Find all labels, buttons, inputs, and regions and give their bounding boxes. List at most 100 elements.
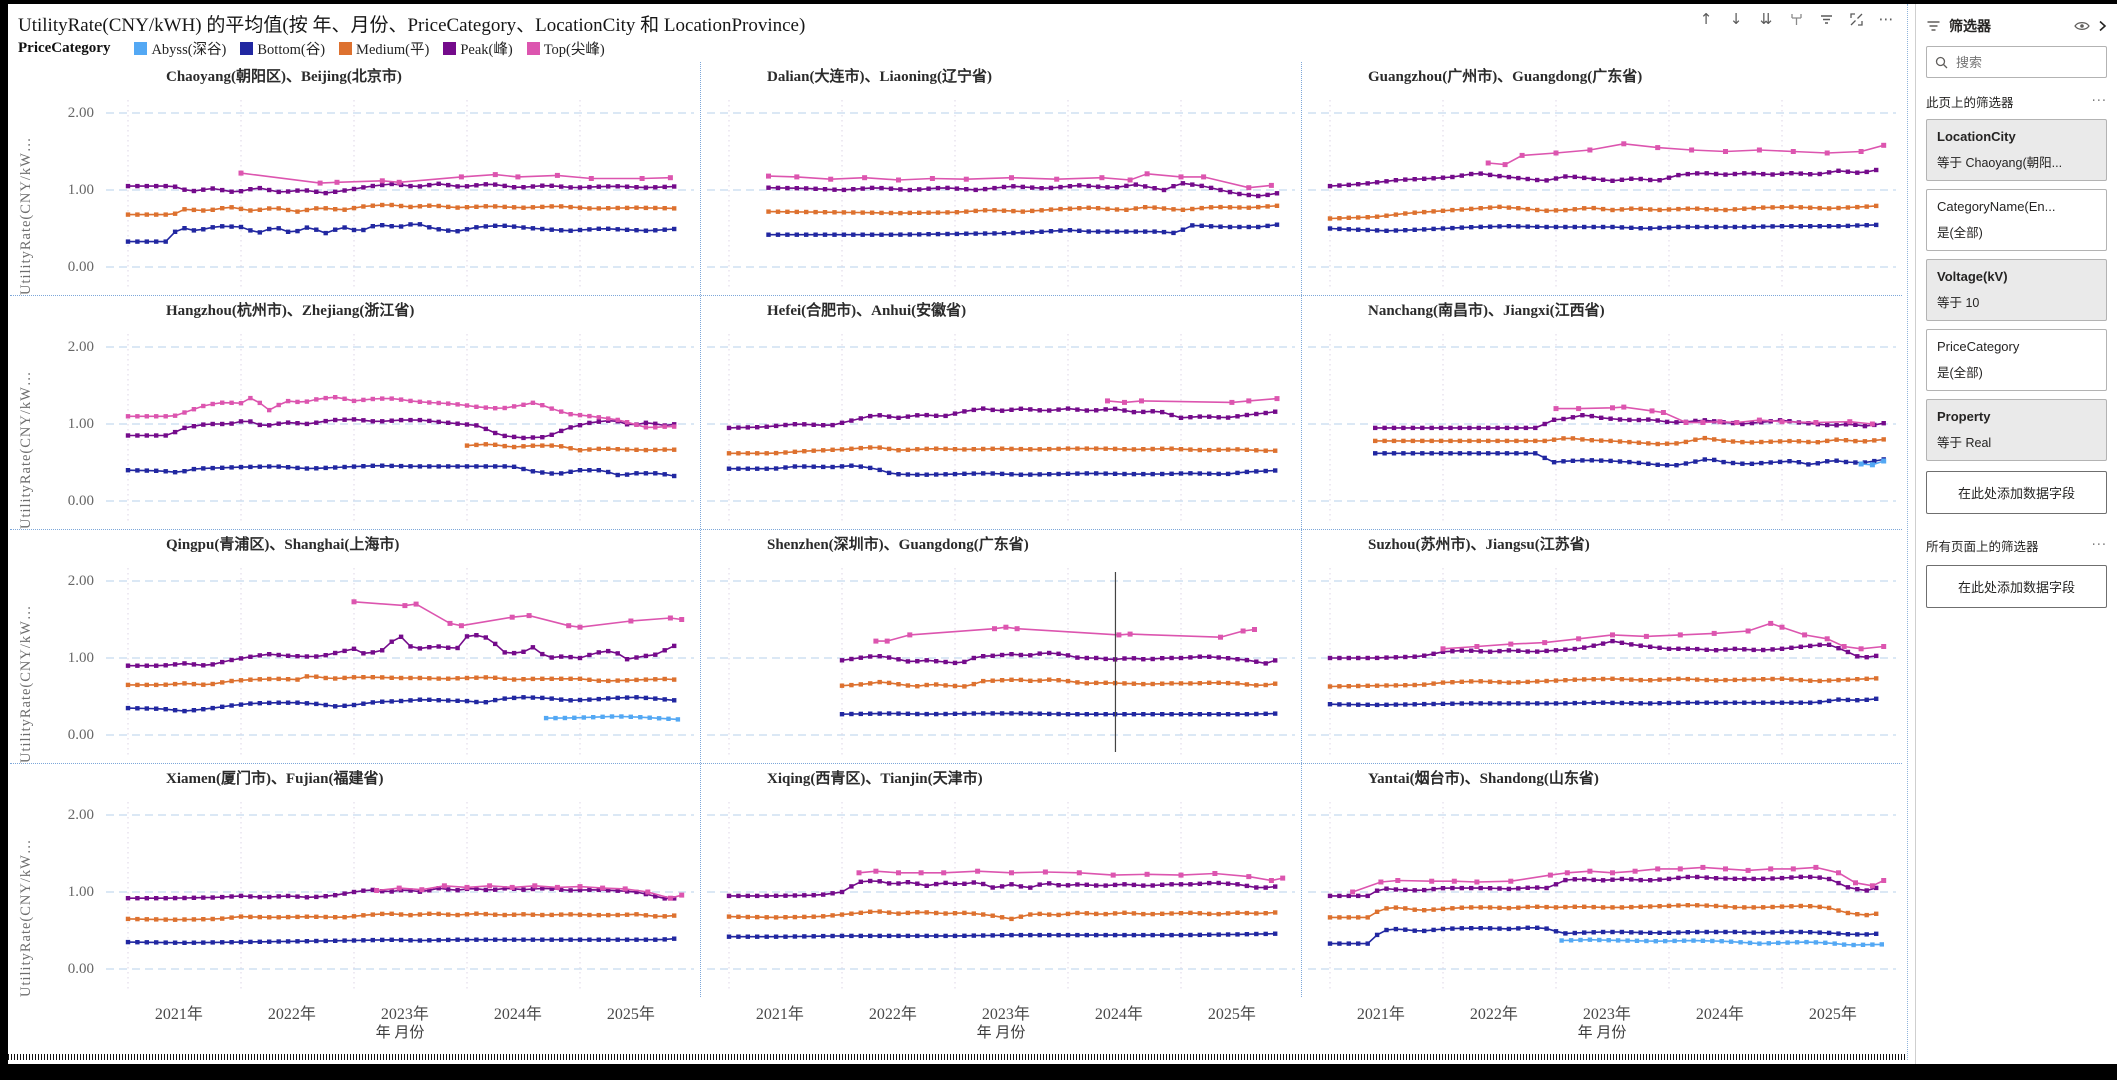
focus-mode-icon[interactable] [1846, 9, 1866, 29]
line-chart-plot[interactable] [1302, 90, 1902, 295]
small-multiple-panel[interactable]: Xiamen(厦门市)、Fujian(福建省) [100, 764, 700, 997]
x-axis-row: 2021年 2022年 2023年 2024年 2025年年 月份 2021年 2022年 2… [10, 997, 1902, 1041]
filter-search-input[interactable] [1954, 53, 2098, 71]
legend-item-top[interactable]: Top(尖峰) [526, 38, 605, 59]
add-data-fields-drop-zone[interactable]: 在此处添加数据字段 [1926, 471, 2107, 514]
line-chart-visual[interactable]: UtilityRate(CNY/kWH) 的平均值(按 年、月份、PriceCa… [8, 4, 1908, 1060]
small-multiple-panel[interactable]: Qingpu(青浦区)、Shanghai(上海市) [100, 530, 700, 763]
panel-title: Chaoyang(朝阳区)、Beijing(北京市) [166, 69, 402, 85]
legend-item-medium[interactable]: Medium(平) [339, 38, 429, 59]
y-axis-gutter: UtilityRate(CNY/kW… 2.00 1.00 0.00 [10, 62, 100, 295]
panel-title: Guangzhou(广州市)、Guangdong(广东省) [1368, 69, 1643, 85]
x-tick-label: 2025年 [1207, 1006, 1256, 1023]
powerbi-app: UtilityRate(CNY/kWH) 的平均值(按 年、月份、PriceCa… [8, 4, 2117, 1064]
small-multiple-panel[interactable]: Nanchang(南昌市)、Jiangxi(江西省) [1301, 296, 1902, 529]
filters-icon[interactable] [1816, 9, 1836, 29]
small-multiple-panel[interactable]: Hefei(合肥市)、Anhui(安徽省) [700, 296, 1301, 529]
line-chart-plot[interactable] [100, 90, 700, 295]
filter-field-name: Voltage(kV) [1937, 269, 2008, 284]
panel-title: Xiamen(厦门市)、Fujian(福建省) [166, 771, 384, 787]
y-tick-label: 0.00 [67, 961, 94, 977]
y-tick-label: 1.00 [67, 884, 94, 900]
chart-row: UtilityRate(CNY/kW… 2.00 1.00 0.00 Hangzhou(… [10, 295, 1902, 529]
y-tick-label: 1.00 [67, 650, 94, 666]
y-tick-label: 2.00 [67, 105, 94, 121]
small-multiple-panel[interactable]: Dalian(大连市)、Liaoning(辽宁省) [700, 62, 1301, 295]
small-multiple-panel[interactable]: Guangzhou(广州市)、Guangdong(广东省) [1301, 62, 1902, 295]
page-filters-section-label: 此页上的筛选器 [1926, 96, 2014, 110]
chart-row: UtilityRate(CNY/kW… 2.00 1.00 0.00 Chaoyang(… [10, 62, 1902, 295]
visual-selection-border[interactable] [8, 1054, 1907, 1060]
x-tick-label: 2022年 [1469, 1006, 1518, 1023]
x-axis-title: 年 月份 [375, 1025, 425, 1041]
line-chart-plot[interactable] [701, 324, 1301, 529]
filter-condition: 等于 10 [1937, 296, 1980, 310]
panel-title: Hefei(合肥市)、Anhui(安徽省) [767, 303, 967, 319]
legend-swatch-icon [443, 42, 457, 55]
line-chart-plot[interactable] [100, 324, 700, 529]
x-tick-label: 2023年 [1582, 1006, 1631, 1023]
legend-item-label: Top(尖峰) [543, 42, 605, 58]
visual-header-toolbar: ↑ ↓ ⇊ ⋯ [1696, 9, 1896, 29]
y-axis-gutter: UtilityRate(CNY/kW… 2.00 1.00 0.00 [10, 764, 100, 997]
line-chart-plot[interactable] [100, 558, 700, 763]
small-multiple-panel[interactable]: Xiqing(西青区)、Tianjin(天津市) [700, 764, 1301, 997]
x-tick-label: 2021年 [1356, 1006, 1405, 1023]
x-axis-title: 年 月份 [976, 1025, 1026, 1041]
small-multiple-panel[interactable]: Yantai(烟台市)、Shandong(山东省) [1301, 764, 1902, 997]
collapse-pane-chevron-icon[interactable] [2098, 20, 2107, 32]
go-to-next-level-icon[interactable] [1786, 9, 1806, 29]
line-chart-plot[interactable] [701, 90, 1301, 295]
legend-swatch-icon [134, 42, 148, 55]
panel-title: Nanchang(南昌市)、Jiangxi(江西省) [1368, 303, 1605, 319]
line-chart-plot[interactable] [1302, 558, 1902, 763]
x-tick-label: 2024年 [493, 1006, 542, 1023]
filter-card-pricecategory[interactable]: PriceCategory 是(全部) [1926, 329, 2107, 391]
line-chart-plot[interactable] [1302, 324, 1902, 529]
section-more-options-icon[interactable]: ··· [2091, 94, 2107, 109]
add-data-fields-drop-zone-all-pages[interactable]: 在此处添加数据字段 [1926, 565, 2107, 608]
expand-all-down-icon[interactable]: ⇊ [1759, 10, 1773, 28]
y-axis-gutter: UtilityRate(CNY/kW… 2.00 1.00 0.00 [10, 530, 100, 763]
y-tick-label: 0.00 [67, 493, 94, 509]
more-options-icon[interactable]: ⋯ [1878, 10, 1894, 28]
legend-item-peak[interactable]: Peak(峰) [443, 38, 513, 59]
small-multiple-panel[interactable]: Suzhou(苏州市)、Jiangsu(江苏省) [1301, 530, 1902, 763]
line-chart-plot[interactable] [1302, 792, 1902, 997]
line-chart-plot[interactable] [701, 558, 1301, 763]
x-tick-label: 2024年 [1094, 1006, 1143, 1023]
chart-row: UtilityRate(CNY/kW… 2.00 1.00 0.00 Qingpu(青浦… [10, 529, 1902, 763]
y-axis-title: UtilityRate(CNY/kW… [18, 838, 34, 997]
legend-item-bottom[interactable]: Bottom(谷) [240, 38, 325, 59]
filter-card-locationcity[interactable]: LocationCity 等于 Chaoyang(朝阳... [1926, 119, 2107, 181]
small-multiple-panel[interactable]: Hangzhou(杭州市)、Zhejiang(浙江省) [100, 296, 700, 529]
filter-funnel-icon [1926, 20, 1941, 33]
panel-title: Hangzhou(杭州市)、Zhejiang(浙江省) [166, 303, 415, 319]
y-axis-gutter: UtilityRate(CNY/kW… 2.00 1.00 0.00 [10, 296, 100, 529]
y-tick-label: 1.00 [67, 182, 94, 198]
section-more-options-icon[interactable]: ··· [2091, 538, 2107, 553]
legend-item-label: Medium(平) [356, 42, 430, 58]
y-tick-label: 2.00 [67, 807, 94, 823]
filter-card-property[interactable]: Property 等于 Real [1926, 399, 2107, 461]
x-tick-label: 2023年 [981, 1006, 1030, 1023]
line-chart-plot[interactable] [100, 792, 700, 997]
x-tick-label: 2021年 [755, 1006, 804, 1023]
x-tick-label: 2022年 [267, 1006, 316, 1023]
line-chart-plot[interactable] [701, 792, 1301, 997]
filter-condition: 等于 Chaoyang(朝阳... [1937, 156, 2063, 170]
x-axis-title: 年 月份 [1577, 1025, 1627, 1041]
y-tick-label: 0.00 [67, 259, 94, 275]
filter-card-voltagekv[interactable]: Voltage(kV) 等于 10 [1926, 259, 2107, 321]
filter-field-name: PriceCategory [1937, 339, 2020, 354]
x-tick-label: 2023年 [380, 1006, 429, 1023]
drill-up-icon[interactable]: ↑ [1699, 10, 1713, 28]
filter-card-categorynameen[interactable]: CategoryName(En... 是(全部) [1926, 189, 2107, 251]
filter-search-box[interactable] [1926, 46, 2107, 78]
drill-down-icon[interactable]: ↓ [1729, 10, 1743, 28]
eye-icon[interactable] [2074, 20, 2090, 32]
legend-item-label: Abyss(深谷) [151, 42, 227, 58]
small-multiple-panel[interactable]: Shenzhen(深圳市)、Guangdong(广东省) [700, 530, 1301, 763]
legend-item-abyss[interactable]: Abyss(深谷) [134, 38, 226, 59]
small-multiple-panel[interactable]: Chaoyang(朝阳区)、Beijing(北京市) [100, 62, 700, 295]
